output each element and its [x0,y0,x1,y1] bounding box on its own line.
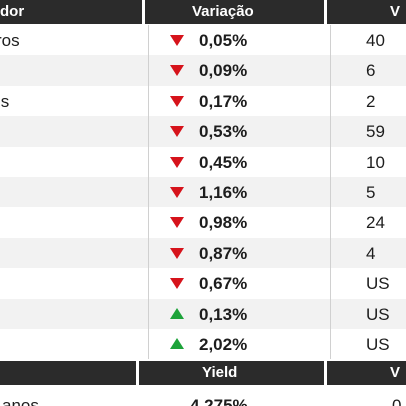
column-divider [148,329,149,360]
row-value: 6 [366,61,376,81]
table-row: in 2,02% US [0,329,406,360]
row-value: 59 [366,122,385,142]
row-value: 24 [366,213,385,233]
row-yield: 4,275% [190,396,248,406]
table-row: Futuros 0,05% 40 [0,25,406,56]
row-value: US [366,304,390,324]
arrow-down-icon [170,156,184,168]
table-row: 00 0,45% 10 [0,146,406,177]
row-value: 5 [366,183,376,202]
row-variation: 0,09% [199,61,248,81]
row-name: eng [0,213,142,233]
row-value: 4 [366,243,376,263]
column-divider [148,85,149,117]
row-name: uros [0,61,142,81]
row-variation: 2,02% [199,335,248,354]
column-divider [330,146,331,177]
row-variation: 0,53% [199,122,248,142]
column-divider [330,177,331,208]
column-divider [330,237,331,269]
header-divider [136,361,139,385]
table-row: uturos 0,17% 2 [0,85,406,117]
row-variation: 1,16% [199,183,248,202]
row-variation: 0,67% [199,274,248,294]
row-variation: 0,98% [199,213,248,233]
row-name: o [0,274,142,294]
column-divider [330,329,331,360]
arrow-down-icon [170,247,184,259]
row-name: uturos [0,91,10,111]
row-name: Futuros [0,31,20,50]
column-divider [330,25,331,56]
column-divider [330,116,331,147]
column-divider [330,268,331,299]
column-divider [148,146,149,177]
row-variation: 0,45% [199,152,248,172]
header-divider [324,361,327,385]
table-row: uros 0,09% 6 [0,55,406,86]
table-header: dor Variação V [0,0,406,24]
table-row: anos 4,275% 0 [0,394,406,406]
column-divider [330,55,331,86]
table-row: o 0,67% US [0,268,406,299]
column-divider [148,237,149,269]
arrow-up-icon [170,307,184,319]
row-name: anos [2,396,39,406]
column-divider [330,85,331,117]
arrow-down-icon [170,65,184,77]
column-divider [148,55,149,86]
yield-header: Yield V [0,361,406,385]
row-value: 10 [366,152,385,172]
arrow-down-icon [170,217,184,229]
header-divider [142,0,145,24]
row-value: US [366,274,390,294]
row-name: gai [0,244,142,264]
arrow-down-icon [170,95,184,107]
header-indicator: dor [0,3,25,20]
header-value-2: V [390,364,401,381]
column-divider [148,207,149,238]
row-name: 225 [0,183,142,203]
header-variation: Variação [192,3,254,20]
column-divider [148,177,149,208]
row-value: US [366,335,390,354]
arrow-down-icon [170,126,184,138]
row-name: 00 [0,153,142,173]
arrow-up-icon [170,338,184,349]
header-value: V [390,3,401,20]
table-row: gai 0,87% 4 [0,237,406,269]
row-value: 2 [366,91,376,111]
column-divider [148,298,149,329]
table-row: 600 0,53% 59 [0,116,406,147]
arrow-down-icon [170,187,184,198]
row-variation: 0,05% [199,31,248,50]
header-divider [324,0,327,24]
column-divider [148,25,149,56]
row-variation: 0,87% [199,243,248,263]
header-yield: Yield [202,364,238,381]
row-name: 600 [0,122,142,142]
row-value: 40 [366,31,385,50]
row-name: WTI [0,305,142,325]
row-value: 0 [392,396,402,406]
column-divider [148,268,149,299]
table-row: eng 0,98% 24 [0,207,406,238]
row-name: in [0,335,142,355]
row-variation: 0,13% [199,304,248,324]
row-variation: 0,17% [199,91,248,111]
table-row: WTI 0,13% US [0,298,406,329]
arrow-down-icon [170,278,184,290]
column-divider [330,207,331,238]
column-divider [148,116,149,147]
column-divider [330,298,331,329]
table-row: 225 1,16% 5 [0,177,406,208]
arrow-down-icon [170,35,184,46]
